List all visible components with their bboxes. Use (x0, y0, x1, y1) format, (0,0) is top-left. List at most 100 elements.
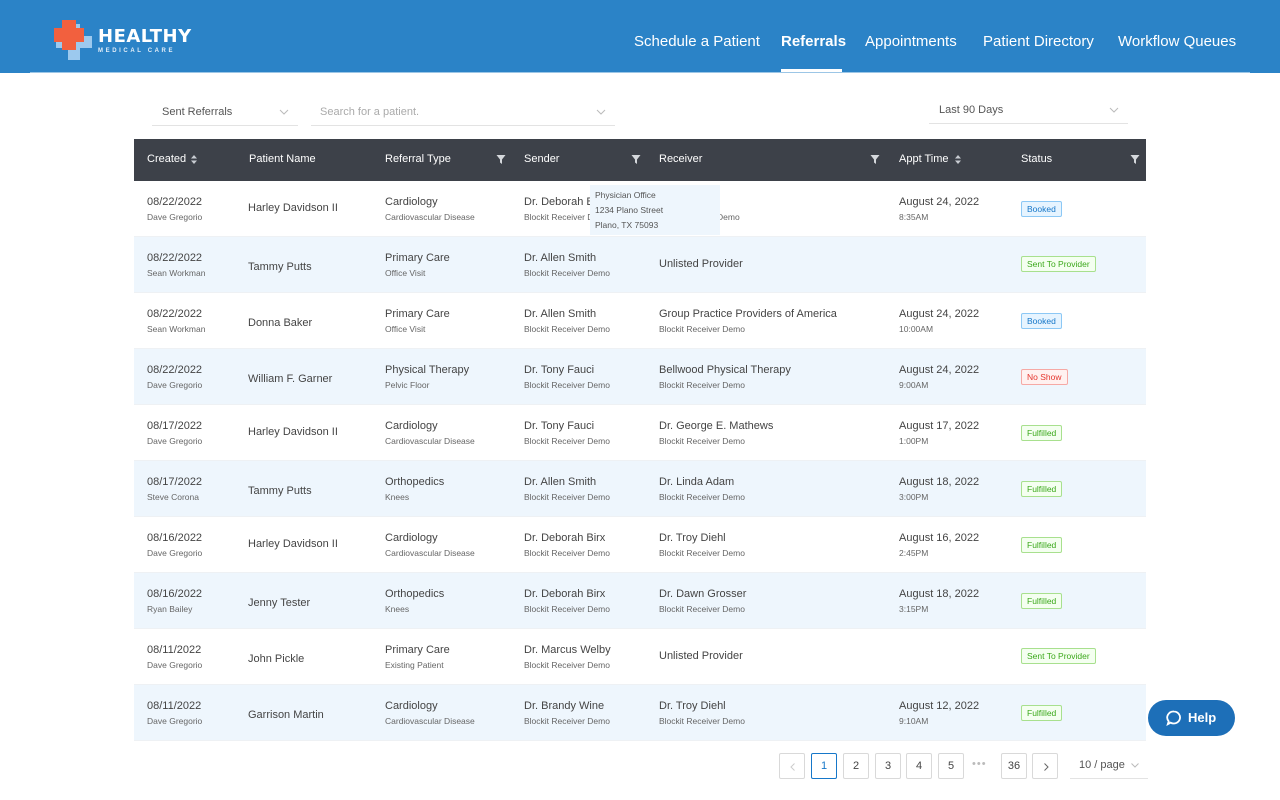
appt-time: 9:10AM (899, 716, 929, 726)
patient-name[interactable]: Harley Davidson II (248, 202, 338, 214)
date-range-select[interactable]: Last 90 Days (929, 98, 1128, 124)
table-row[interactable]: 08/17/2022 Dave Gregorio Harley Davidson … (134, 405, 1146, 461)
nav-schedule-a-patient[interactable]: Schedule a Patient (634, 33, 760, 50)
referral-type-sub: Cardiovascular Disease (385, 436, 475, 446)
page-2-button[interactable]: 2 (843, 753, 869, 779)
healthy-logo-icon[interactable] (54, 20, 94, 62)
created-date-sub: Dave Gregorio (147, 660, 203, 670)
sender-sub: Blockit Receiver Demo (524, 716, 610, 726)
col-created[interactable]: Created (147, 153, 187, 165)
referral-type: Cardiology (385, 700, 438, 712)
filter-icon[interactable] (496, 154, 506, 165)
page-1-button[interactable]: 1 (811, 753, 837, 779)
nav-workflow-queues[interactable]: Workflow Queues (1118, 33, 1237, 50)
referral-type-sub: Office Visit (385, 324, 426, 334)
page-4-button[interactable]: 4 (906, 753, 932, 779)
next-page-button[interactable] (1032, 753, 1058, 779)
referral-type-sub: Knees (385, 604, 410, 614)
referral-type: Primary Care (385, 252, 450, 264)
chevron-down-icon (1109, 107, 1119, 113)
filter-icon[interactable] (631, 154, 641, 165)
header-divider (30, 72, 1250, 73)
appt-date: August 18, 2022 (899, 476, 980, 488)
patient-search-placeholder: Search for a patient. (320, 106, 420, 118)
sender: Dr. Marcus Welby (524, 644, 611, 656)
referral-type-sub: Office Visit (385, 268, 426, 278)
appt-time: 2:45PM (899, 548, 929, 558)
page-5-button[interactable]: 5 (938, 753, 964, 779)
nav-patient-directory[interactable]: Patient Directory (983, 33, 1094, 50)
sort-icon[interactable] (953, 154, 963, 165)
created-date: 08/11/2022 (147, 700, 202, 712)
created-date: 08/22/2022 (147, 252, 203, 264)
chevron-left-icon (790, 763, 795, 771)
brand-wordmark: HEALTHY MEDICAL CARE (98, 28, 192, 55)
table-row[interactable]: 08/22/2022 Sean Workman Donna Baker Primar… (134, 293, 1146, 349)
table-row[interactable]: 08/17/2022 Steve Corona Tammy Putts Orthop… (134, 461, 1146, 517)
page-size-select[interactable]: 10 / page (1070, 753, 1148, 779)
receiver: Dr. Linda Adam (659, 476, 735, 488)
table-row[interactable]: 08/16/2022 Dave Gregorio Harley Davidson … (134, 517, 1146, 573)
referral-type: Cardiology (385, 532, 438, 544)
referral-type: Primary Care (385, 308, 450, 320)
page-3-button[interactable]: 3 (875, 753, 901, 779)
receiver: Dr. Troy Diehl (659, 532, 726, 544)
created-date-sub: Ryan Bailey (147, 604, 193, 614)
patient-name[interactable]: Garrison Martin (248, 709, 324, 721)
help-label: Help (1188, 710, 1217, 725)
appt-date: August 17, 2022 (899, 420, 980, 432)
table-row[interactable]: 08/22/2022 Dave Gregorio Harley Davidson … (134, 181, 1146, 237)
tooltip-line: 1234 Plano Street (595, 205, 664, 215)
status-badge: Booked (1021, 313, 1062, 329)
patient-name[interactable]: Harley Davidson II (248, 426, 338, 438)
brand-tagline: MEDICAL CARE (98, 48, 176, 54)
sender-sub: Blockit Receiver Demo (524, 436, 610, 446)
sender: Dr. Deborah Birx (524, 588, 606, 600)
table-row[interactable]: 08/11/2022 Dave Gregorio John Pickle Prima… (134, 629, 1146, 685)
patient-name[interactable]: Donna Baker (248, 317, 313, 329)
sender-sub: Blockit Receiver Demo (524, 548, 610, 558)
receiver: Bellwood Physical Therapy (659, 364, 791, 376)
last-page-button[interactable]: 36 (1001, 753, 1027, 779)
receiver-sub: Blockit Receiver Demo (659, 716, 745, 726)
patient-name[interactable]: Harley Davidson II (248, 538, 338, 550)
appt-date: August 24, 2022 (899, 196, 980, 208)
referral-scope-select[interactable]: Sent Referrals (152, 100, 298, 126)
created-date: 08/16/2022 (147, 532, 203, 544)
patient-name[interactable]: William F. Garner (248, 373, 333, 385)
sender: Dr. Tony Fauci (524, 420, 595, 432)
created-date: 08/11/2022 (147, 644, 202, 656)
created-date-sub: Dave Gregorio (147, 436, 203, 446)
patient-name[interactable]: Jenny Tester (248, 597, 311, 609)
referral-type-sub: Knees (385, 492, 410, 502)
patient-name[interactable]: John Pickle (248, 653, 305, 665)
table-row[interactable]: 08/22/2022 Dave Gregorio William F. Garne… (134, 349, 1146, 405)
prev-page-button[interactable] (779, 753, 805, 779)
pagination-ellipsis[interactable]: ••• (972, 758, 987, 770)
referral-type-sub: Cardiovascular Disease (385, 548, 475, 558)
referral-type-sub: Pelvic Floor (385, 380, 430, 390)
sort-icon[interactable] (189, 154, 199, 165)
filter-icon[interactable] (1130, 154, 1140, 165)
table-row[interactable]: 08/11/2022 Dave Gregorio Garrison Martin C… (134, 685, 1146, 741)
filter-icon[interactable] (870, 154, 880, 165)
created-date: 08/17/2022 (147, 420, 203, 432)
receiver: Dr. Troy Diehl (659, 700, 726, 712)
table-row[interactable]: 08/16/2022 Ryan Bailey Jenny Tester Orthop… (134, 573, 1146, 629)
appt-date: August 24, 2022 (899, 364, 980, 376)
help-button[interactable]: Help (1148, 700, 1235, 736)
patient-name[interactable]: Tammy Putts (248, 261, 312, 273)
referral-type-sub: Cardiovascular Disease (385, 716, 475, 726)
col-referral-type: Referral Type (385, 153, 451, 165)
nav-appointments[interactable]: Appointments (865, 33, 957, 50)
patient-name[interactable]: Tammy Putts (248, 485, 312, 497)
receiver-sub: Blockit Receiver Demo (659, 324, 745, 334)
table-row[interactable]: 08/22/2022 Sean Workman Tammy Putts Primar… (134, 237, 1146, 293)
col-appt-time[interactable]: Appt Time (899, 153, 949, 165)
nav-referrals[interactable]: Referrals (781, 33, 847, 50)
sender-sub: Blockit Receiver Demo (524, 268, 610, 278)
patient-search-select[interactable]: Search for a patient. (311, 100, 615, 126)
created-date: 08/22/2022 (147, 196, 203, 208)
chevron-down-icon (279, 109, 289, 115)
status-badge: No Show (1021, 369, 1068, 385)
